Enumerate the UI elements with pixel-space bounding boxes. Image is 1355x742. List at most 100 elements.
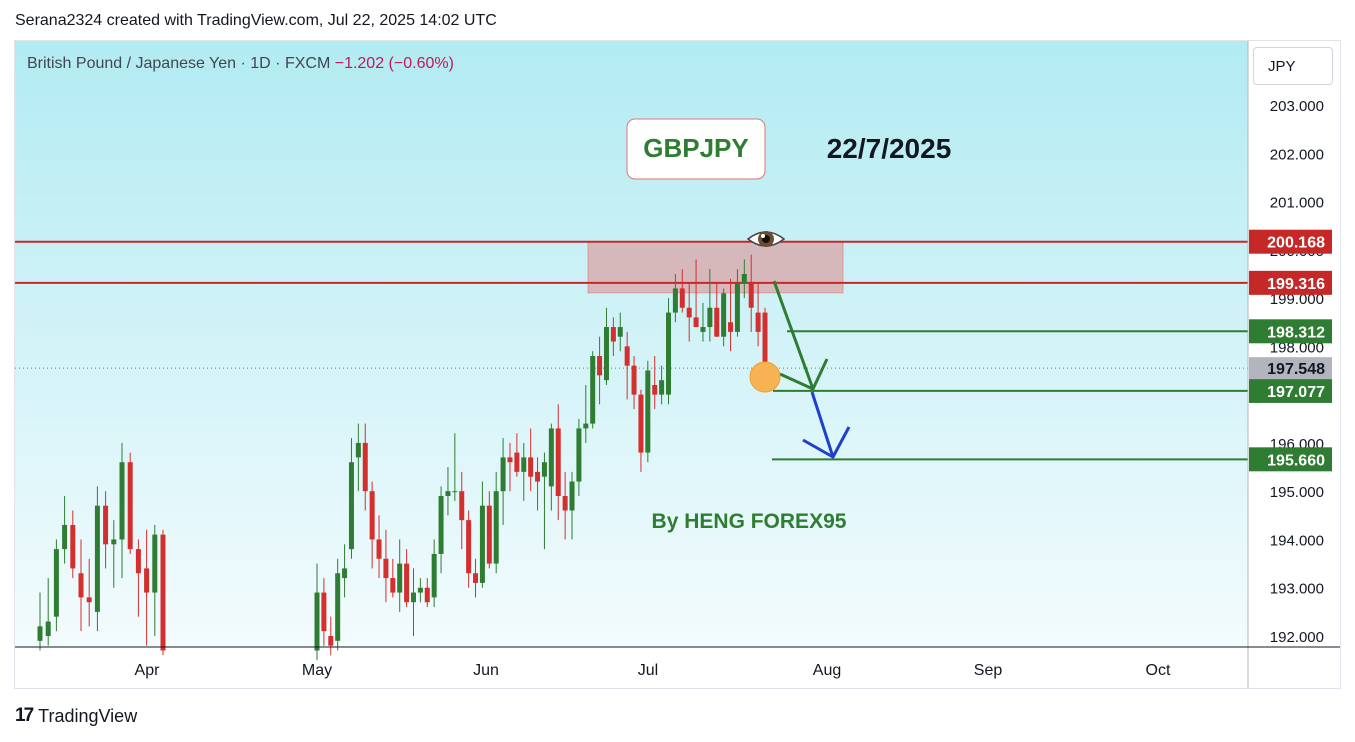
candle-body[interactable] — [507, 457, 513, 463]
candle-body[interactable] — [624, 346, 630, 366]
candle[interactable] — [500, 438, 506, 525]
candle-body[interactable] — [342, 568, 348, 579]
candle-body[interactable] — [111, 539, 117, 545]
candle[interactable] — [728, 278, 734, 352]
resistance-price-tag[interactable]: 200.168 — [1249, 229, 1332, 254]
candle[interactable] — [659, 365, 665, 405]
candle[interactable] — [672, 273, 678, 323]
candle[interactable] — [638, 389, 644, 472]
resistance-price-tag[interactable]: 199.316 — [1249, 270, 1332, 295]
candle[interactable] — [631, 356, 637, 410]
candle-body[interactable] — [528, 457, 534, 477]
candle-body[interactable] — [734, 283, 740, 332]
candle-body[interactable] — [417, 587, 423, 593]
candle-body[interactable] — [548, 428, 554, 487]
candle-body[interactable] — [70, 524, 76, 569]
candle-body[interactable] — [748, 283, 754, 308]
candle-body[interactable] — [144, 568, 150, 593]
candle[interactable] — [693, 259, 699, 328]
candle[interactable] — [314, 563, 320, 661]
candle[interactable] — [86, 558, 92, 627]
candle[interactable] — [679, 269, 685, 313]
candle[interactable] — [707, 269, 713, 342]
candle-body[interactable] — [721, 293, 727, 337]
target-price-tag[interactable]: 198.312 — [1249, 319, 1332, 344]
candle-body[interactable] — [755, 312, 761, 332]
candle[interactable] — [362, 423, 368, 511]
candle-body[interactable] — [459, 491, 465, 521]
candle[interactable] — [348, 438, 354, 559]
candle-body[interactable] — [431, 553, 437, 598]
candle-body[interactable] — [404, 563, 410, 603]
candle-body[interactable] — [376, 539, 382, 559]
candle-body[interactable] — [659, 380, 665, 395]
candle-body[interactable] — [486, 505, 492, 564]
candle-body[interactable] — [369, 491, 375, 540]
candle[interactable] — [652, 356, 658, 410]
candle-body[interactable] — [569, 481, 575, 511]
candle[interactable] — [555, 404, 561, 521]
candle[interactable] — [741, 259, 747, 299]
candle[interactable] — [721, 288, 727, 347]
candle-body[interactable] — [603, 327, 609, 381]
candle-body[interactable] — [86, 597, 92, 603]
candle-body[interactable] — [452, 491, 458, 493]
candle[interactable] — [342, 544, 348, 598]
candle[interactable] — [127, 452, 133, 554]
candle-body[interactable] — [638, 394, 644, 453]
candle[interactable] — [452, 433, 458, 501]
candle[interactable] — [617, 312, 623, 352]
candle-body[interactable] — [562, 496, 568, 511]
candle-body[interactable] — [645, 370, 651, 453]
candle[interactable] — [541, 452, 547, 550]
target-price-tag[interactable]: 197.077 — [1249, 378, 1332, 403]
candle[interactable] — [521, 442, 527, 501]
candle[interactable] — [152, 524, 158, 636]
candle[interactable] — [144, 529, 150, 646]
candle[interactable] — [493, 471, 499, 574]
candle-body[interactable] — [37, 626, 43, 641]
candle[interactable] — [78, 539, 84, 632]
candle[interactable] — [486, 491, 492, 569]
candle-body[interactable] — [445, 491, 451, 497]
candle[interactable] — [734, 269, 740, 337]
candle-body[interactable] — [348, 462, 354, 550]
candle-body[interactable] — [493, 491, 499, 564]
candle-body[interactable] — [152, 534, 158, 593]
candle[interactable] — [528, 428, 534, 492]
candle-body[interactable] — [438, 496, 444, 554]
candle[interactable] — [111, 520, 117, 588]
candle-body[interactable] — [652, 384, 658, 395]
candle[interactable] — [438, 486, 444, 574]
candle-body[interactable] — [617, 327, 623, 337]
candle[interactable] — [603, 307, 609, 385]
candle[interactable] — [714, 283, 720, 337]
candle[interactable] — [479, 481, 485, 588]
candle[interactable] — [507, 442, 513, 492]
candle-body[interactable] — [686, 307, 692, 318]
candle-body[interactable] — [741, 273, 747, 284]
candle[interactable] — [473, 558, 479, 598]
candle[interactable] — [755, 283, 761, 347]
candle[interactable] — [666, 298, 672, 405]
candle[interactable] — [103, 491, 109, 569]
candle[interactable] — [321, 578, 327, 646]
candle[interactable] — [369, 481, 375, 569]
candle-body[interactable] — [583, 423, 589, 429]
candle[interactable] — [645, 360, 651, 463]
candle[interactable] — [576, 418, 582, 497]
candle-body[interactable] — [94, 505, 100, 612]
candle[interactable] — [119, 442, 125, 579]
candle-body[interactable] — [53, 549, 59, 617]
candle-body[interactable] — [700, 327, 706, 332]
candle[interactable] — [583, 384, 589, 443]
candle-body[interactable] — [535, 471, 541, 482]
candle-body[interactable] — [135, 549, 141, 574]
candle[interactable] — [328, 616, 334, 656]
candle-body[interactable] — [321, 592, 327, 632]
last-price-tag[interactable]: 197.548 — [1249, 357, 1332, 380]
candle[interactable] — [424, 578, 430, 608]
candle-body[interactable] — [45, 621, 51, 636]
candle[interactable] — [459, 471, 465, 550]
candle[interactable] — [700, 302, 706, 342]
